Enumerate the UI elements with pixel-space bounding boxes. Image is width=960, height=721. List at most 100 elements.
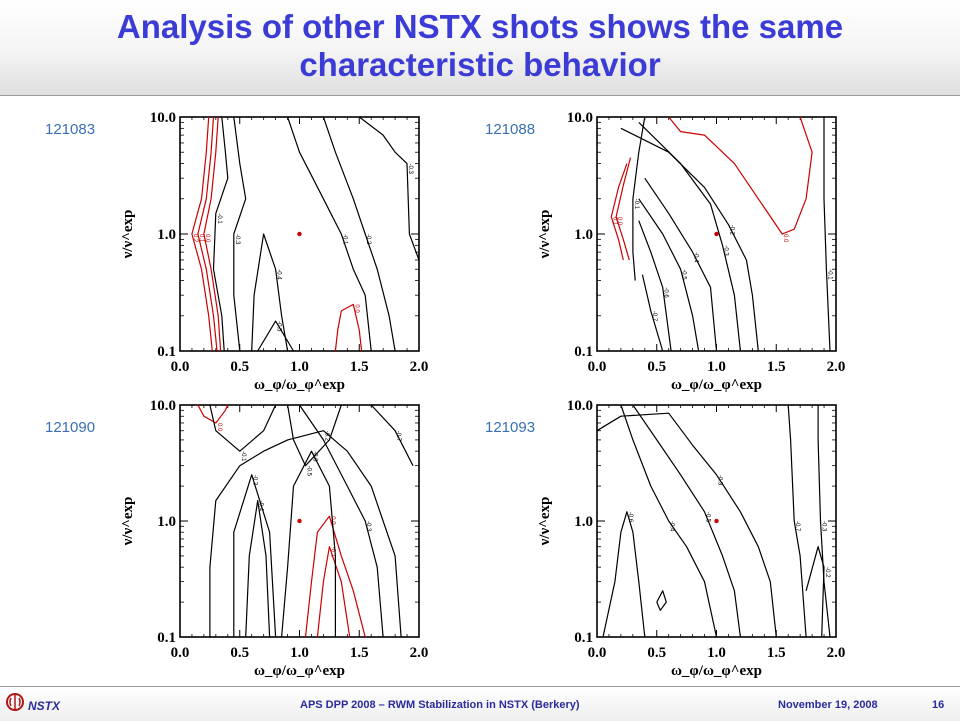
y-tick-label: 0.1 [157, 344, 176, 360]
contour-line [299, 404, 384, 638]
y-tick-label: 0.1 [157, 630, 176, 646]
y-tick-label: 1.0 [157, 227, 176, 243]
contour-line [203, 116, 222, 352]
x-tick-label: 0.5 [647, 359, 666, 375]
shot-label-121093: 121093 [485, 419, 536, 436]
contour-label: -0.7 [651, 311, 657, 322]
page-title: Analysis of other NSTX shots shows the s… [116, 8, 844, 83]
contour-label: -0.1 [633, 199, 639, 210]
contour-plots: 0.0 0.5 1.0 1.5 2.0 10.0 1.0 0.1 ω_φ/ω_φ^exp ν/ν^… [120, 110, 846, 679]
slide-header: Analysis of other NSTX shots shows the s… [0, 0, 960, 96]
contour-label: -0.2 [728, 225, 734, 236]
contour-label: -0.1 [216, 213, 222, 224]
contour-line [245, 500, 271, 638]
x-tick-label: 1.5 [767, 359, 786, 375]
contour-line [610, 163, 628, 261]
y-tick-label: 1.0 [574, 514, 593, 530]
x-tick-label: 0.5 [647, 645, 666, 661]
contour-line [358, 116, 420, 261]
x-tick-label: 1.5 [350, 645, 369, 661]
x-tick-label: 0.5 [230, 359, 249, 375]
contour-label: -0.5 [305, 466, 311, 477]
contour-label: -0.3 [365, 521, 371, 532]
operating-point-marker [297, 231, 302, 237]
contour-line [304, 515, 366, 638]
slide-footer: NSTX APS DPP 2008 – RWM Stabilization in… [0, 686, 960, 721]
y-tick-label: 10.0 [150, 398, 176, 414]
y-tick-label: 10.0 [567, 110, 593, 126]
x-tick-label: 0.0 [588, 645, 607, 661]
contour-line [615, 157, 632, 261]
contour-label: -0.3 [717, 475, 723, 486]
contour-label: -0.3 [820, 521, 826, 532]
contour-label: 0.2 [192, 234, 198, 243]
operating-point-marker [714, 231, 719, 237]
contour-label: -0.7 [395, 431, 401, 442]
footer-conference: APS DPP 2008 – RWM Stabilization in NSTX… [300, 699, 580, 711]
contour-line [316, 546, 351, 638]
contour-label: -0.4 [258, 501, 264, 512]
contour-label: -0.3 [722, 245, 728, 256]
contour-line [596, 412, 777, 638]
y-axis-label: ν/ν^exp [120, 497, 136, 547]
contour-line [632, 404, 741, 638]
x-tick-label: 2.0 [410, 645, 429, 661]
y-tick-label: 10.0 [150, 110, 176, 126]
contour-label: 0.0 [216, 423, 222, 432]
contour-label: -0.5 [705, 512, 711, 523]
contour-label: -0.4 [693, 252, 699, 263]
contour-line [656, 590, 667, 611]
x-axis-label: ω_φ/ω_φ^exp [254, 377, 345, 393]
shot-label-121083: 121083 [45, 121, 96, 138]
x-tick-label: 1.0 [707, 359, 726, 375]
x-tick-label: 0.5 [230, 645, 249, 661]
x-tick-label: 1.5 [350, 359, 369, 375]
contour-label: 0.0 [204, 234, 210, 243]
contour-label: -0.3 [234, 234, 240, 245]
y-axis-label: ν/ν^exp [537, 210, 553, 260]
contour-label: -0.5 [276, 321, 282, 332]
operating-point-marker [297, 518, 302, 524]
contour-label: -0.1 [329, 547, 335, 558]
contour-label: -0.6 [627, 512, 633, 523]
contour-line [602, 511, 646, 638]
y-tick-label: 1.0 [157, 514, 176, 530]
shot-label-121090: 121090 [45, 419, 96, 436]
contour-line [334, 303, 363, 352]
y-axis-label: ν/ν^exp [120, 210, 136, 260]
x-tick-label: 2.0 [827, 359, 846, 375]
contour-label: -0.4 [669, 521, 675, 532]
contour-line [638, 121, 741, 352]
contour-line [287, 404, 342, 467]
contour-line [287, 116, 372, 352]
y-tick-label: 0.1 [574, 630, 593, 646]
contour-label: -0.2 [824, 567, 830, 578]
contour-label: -0.2 [365, 234, 371, 245]
contour-line [233, 116, 247, 352]
contour-line [209, 430, 402, 638]
contour-label: 0.1 [611, 217, 617, 226]
contour-line [191, 116, 213, 352]
contour-label: 0.0 [353, 304, 359, 313]
contour-line [370, 404, 414, 466]
contour-line [281, 450, 336, 638]
y-axis-label: ν/ν^exp [537, 497, 553, 547]
x-tick-label: 2.0 [410, 359, 429, 375]
contour-label: -0.3 [407, 164, 413, 175]
contour-label: -0.2 [323, 431, 329, 442]
contour-line [620, 404, 718, 638]
contour-line [620, 127, 759, 352]
x-tick-label: 0.0 [171, 359, 190, 375]
x-tick-label: 0.0 [171, 645, 190, 661]
x-tick-label: 2.0 [827, 645, 846, 661]
y-tick-label: 0.1 [574, 344, 593, 360]
contour-line [823, 117, 831, 352]
contour-line [257, 320, 295, 352]
contour-line [805, 546, 825, 638]
x-tick-label: 1.5 [767, 645, 786, 661]
contour-label: 0.1 [198, 234, 204, 243]
contour-line [233, 474, 277, 638]
contour-label: -0.1 [826, 269, 832, 280]
contour-label: -0.4 [276, 269, 282, 280]
footer-org: NSTX [28, 699, 61, 713]
